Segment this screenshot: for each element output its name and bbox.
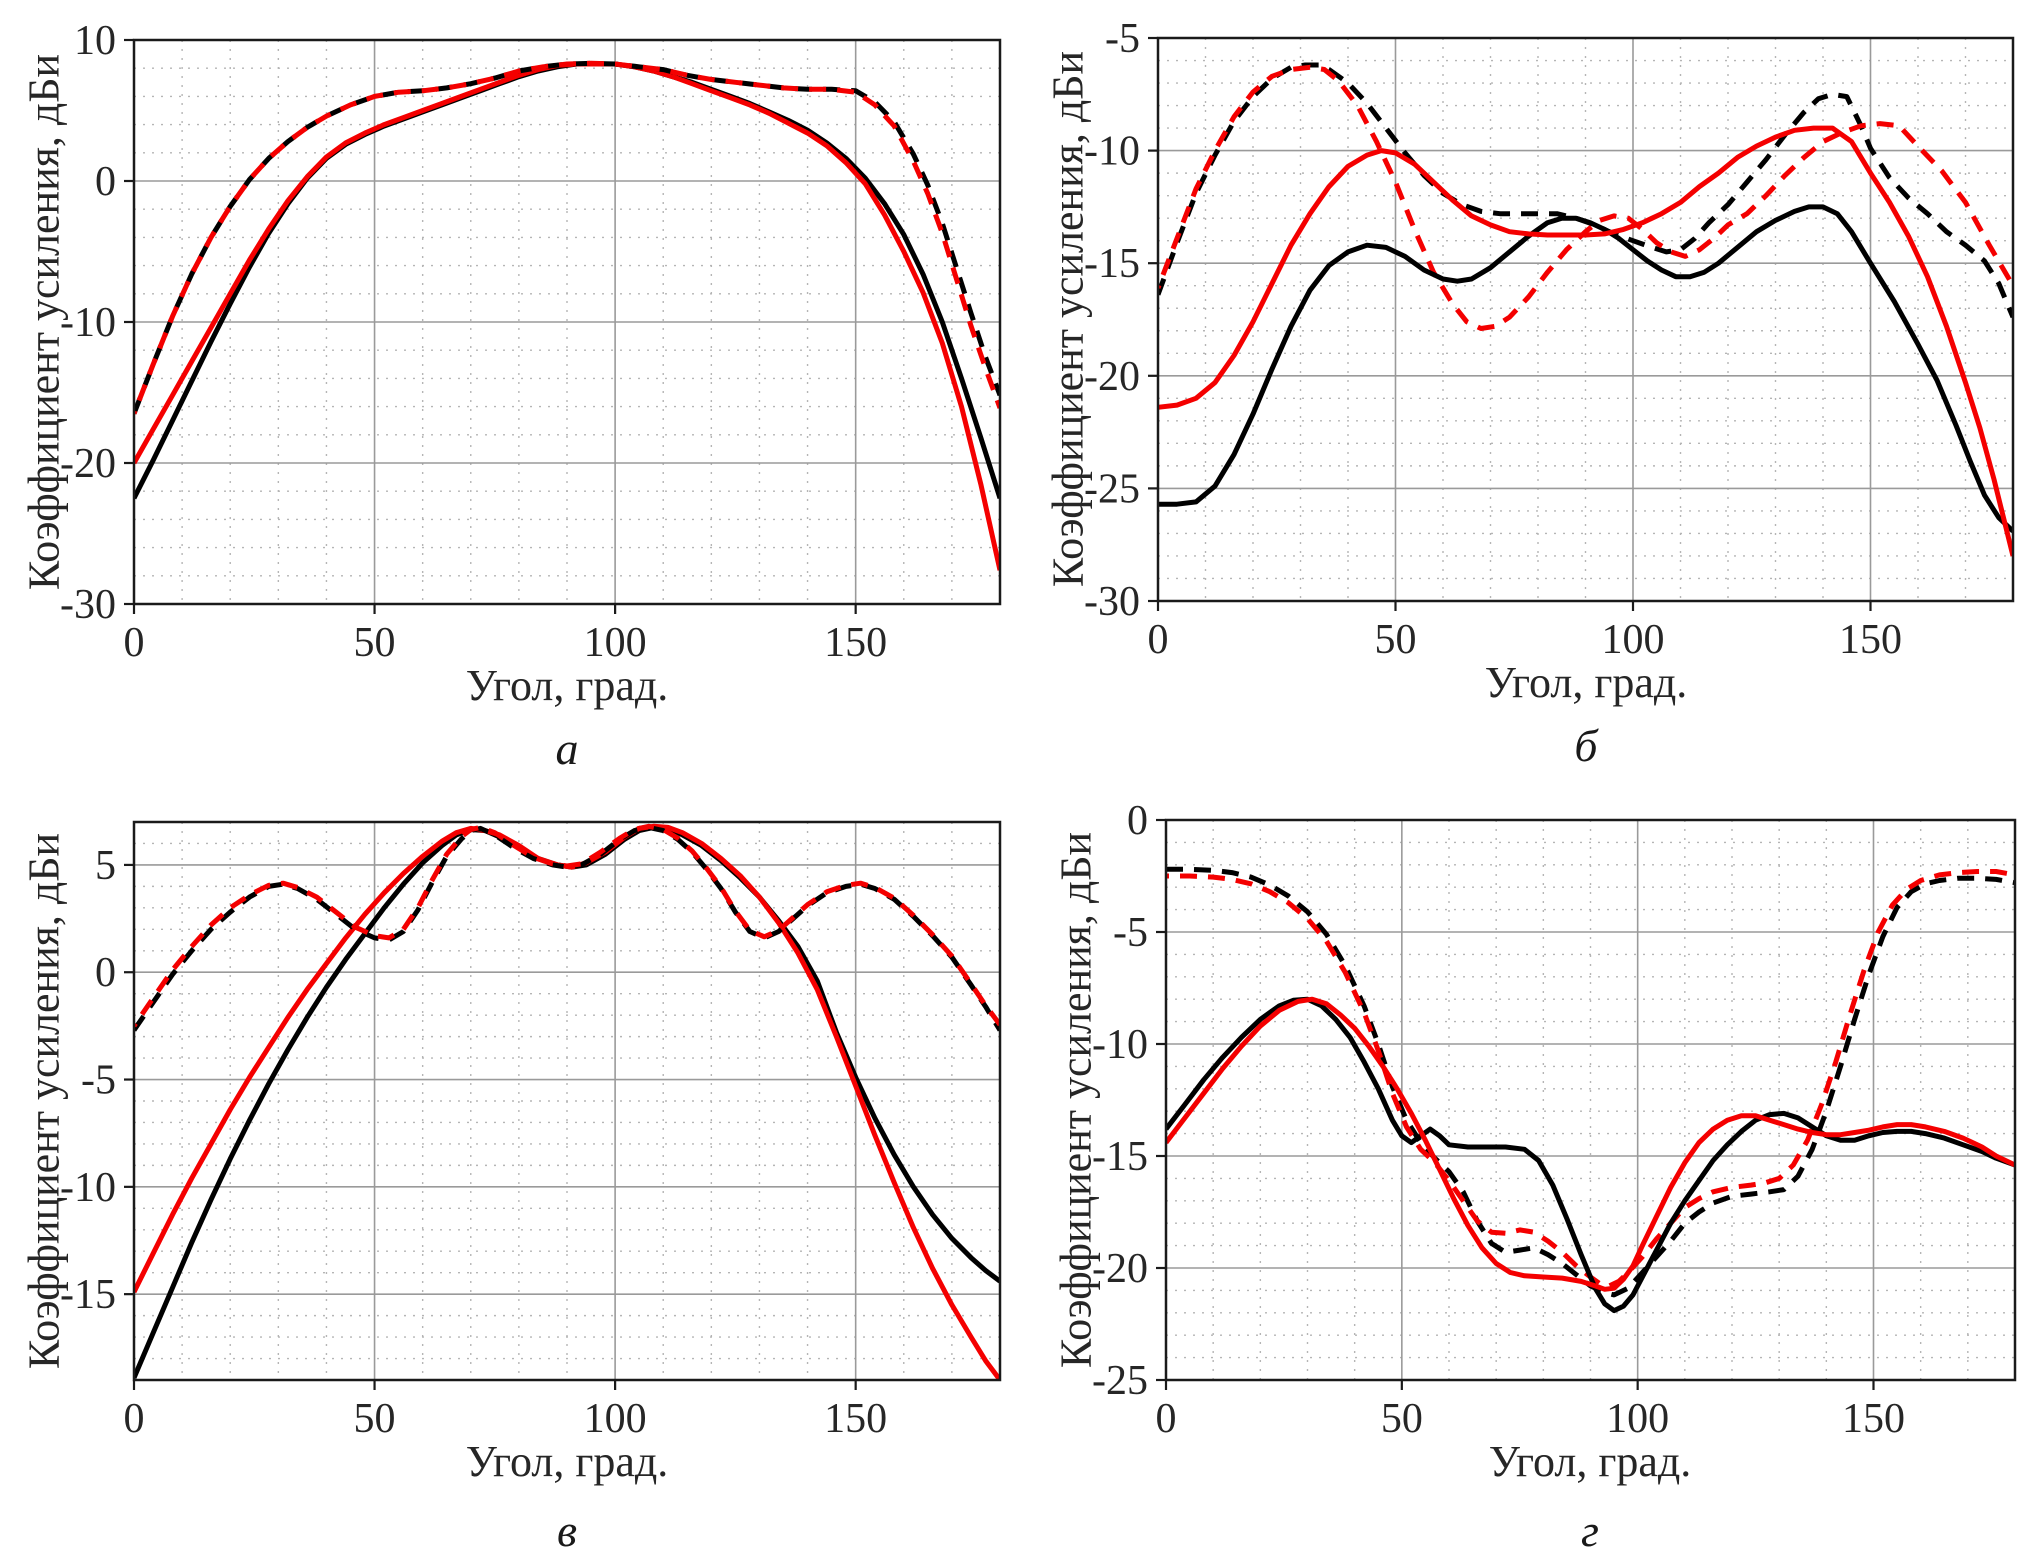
x-tick-label: 150 xyxy=(1842,1396,1905,1442)
x-tick-label: 0 xyxy=(1156,1396,1177,1442)
y-tick-label: -10 xyxy=(60,1165,116,1211)
series-black-solid xyxy=(1165,996,2016,1314)
x-tick-label: 150 xyxy=(1839,617,1902,663)
xlabel-v: Угол, град. xyxy=(465,1437,669,1486)
x-tick-label: 100 xyxy=(584,1396,647,1442)
series-red-dashed xyxy=(1166,869,2016,1289)
y-tick-label: -20 xyxy=(1092,1246,1148,1292)
x-tick-label: 100 xyxy=(1602,617,1665,663)
y-tick-label: 0 xyxy=(1127,798,1148,844)
y-tick-label: -15 xyxy=(60,1272,116,1318)
caption-b: б xyxy=(1574,720,1598,771)
series-red-dashed xyxy=(133,823,1001,1028)
x-tick-label: 100 xyxy=(584,620,647,666)
x-tick-label: 150 xyxy=(824,620,887,666)
y-tick-label: -25 xyxy=(1092,1358,1148,1404)
y-tick-label: -5 xyxy=(1105,16,1140,62)
x-tick-label: 50 xyxy=(1381,1396,1423,1442)
y-tick-label: -25 xyxy=(1084,466,1140,512)
series-red-solid xyxy=(1157,125,2014,557)
y-tick-label: -15 xyxy=(1092,1134,1148,1180)
ylabel-g: Коэффициент усиления, дБи xyxy=(1051,831,1101,1369)
caption-v: в xyxy=(557,1505,577,1556)
xlabel-g: Угол, град. xyxy=(1488,1437,1692,1486)
caption-g: г xyxy=(1581,1505,1599,1556)
ylabel-b: Коэффициент усиления, дБи xyxy=(1043,50,1093,588)
major-grid xyxy=(134,40,1000,604)
ylabel-v: Коэффициент усиления, дБи xyxy=(19,832,69,1370)
axes-border xyxy=(132,820,1002,1382)
y-tick-label: -30 xyxy=(1084,579,1140,625)
y-tick-label: 0 xyxy=(95,950,116,996)
x-tick-label: 150 xyxy=(824,1396,887,1442)
x-tick-label: 0 xyxy=(1148,617,1169,663)
minor-grid xyxy=(134,822,1000,1380)
axes-border xyxy=(1156,36,2015,603)
y-tick-label: 0 xyxy=(95,159,116,205)
series-group xyxy=(133,823,1001,1381)
series-black-solid xyxy=(1158,204,2014,534)
ticks: 0 50 100 150 -5 -10 -15 -20 -25 -30 xyxy=(1084,16,1902,663)
minor-grid xyxy=(1166,820,2015,1380)
x-tick-label: 0 xyxy=(124,620,145,666)
series-group xyxy=(133,60,1001,571)
y-tick-label: -10 xyxy=(1092,1022,1148,1068)
x-tick-label: 100 xyxy=(1606,1396,1669,1442)
y-tick-label: -15 xyxy=(1084,241,1140,287)
y-tick-label: -5 xyxy=(1113,910,1148,956)
xlabel-a: Угол, град. xyxy=(465,661,669,710)
x-tick-label: 50 xyxy=(354,1396,396,1442)
series-red-solid xyxy=(1165,996,2016,1292)
y-tick-label: -30 xyxy=(60,582,116,628)
y-tick-label: -10 xyxy=(60,300,116,346)
y-tick-label: 5 xyxy=(95,843,116,889)
ylabel-a: Коэффициент усиления, дБи xyxy=(19,53,69,591)
y-tick-label: -10 xyxy=(1084,129,1140,175)
x-tick-label: 50 xyxy=(354,620,396,666)
y-tick-label: 10 xyxy=(74,18,116,64)
x-tick-label: 50 xyxy=(1375,617,1417,663)
series-group xyxy=(1157,62,2014,557)
series-black-solid xyxy=(133,61,1001,500)
y-tick-label: -20 xyxy=(1084,354,1140,400)
x-tick-label: 0 xyxy=(124,1396,145,1442)
y-tick-label: -5 xyxy=(81,1058,116,1104)
chart-b: 0 50 100 150 -5 -10 -15 -20 -25 -30 xyxy=(1084,16,2015,663)
axes-border xyxy=(1164,818,2017,1382)
xlabel-b: Угол, град. xyxy=(1484,658,1688,707)
series-red-dashed xyxy=(1157,64,2014,331)
ticks: 0 50 100 150 0 -5 -10 -15 -20 -25 xyxy=(1092,798,1905,1442)
series-group xyxy=(1165,866,2016,1314)
chart-g: 0 50 100 150 0 -5 -10 -15 -20 -25 xyxy=(1092,798,2017,1442)
y-tick-label: -20 xyxy=(60,441,116,487)
major-grid xyxy=(1158,38,2013,601)
caption-a: а xyxy=(555,723,579,774)
